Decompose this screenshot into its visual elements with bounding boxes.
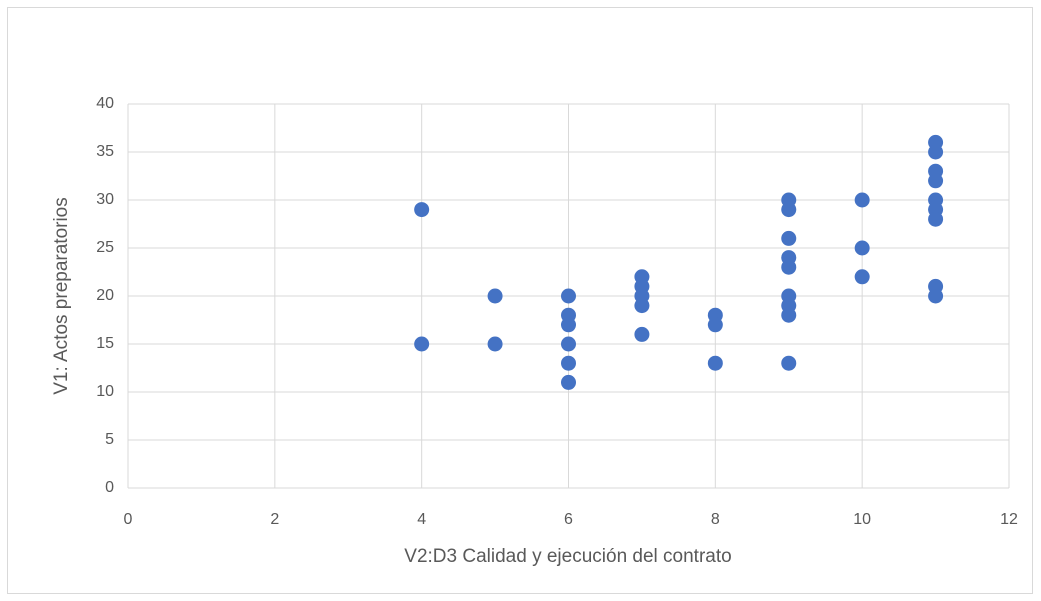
scatter-point xyxy=(928,288,944,304)
scatter-point xyxy=(414,202,430,218)
scatter-point xyxy=(414,336,430,352)
scatter-point xyxy=(561,336,576,352)
scatter-point xyxy=(781,259,797,275)
scatter-point xyxy=(928,211,944,227)
scatter-point xyxy=(561,288,576,304)
x-tick-label: 10 xyxy=(853,511,871,528)
scatter-point xyxy=(561,355,576,371)
x-tick-label: 8 xyxy=(711,511,720,528)
scatter-point xyxy=(707,355,723,371)
y-axis-title: V1: Actos preparatorios xyxy=(51,197,72,395)
y-tick-label: 30 xyxy=(96,191,114,208)
scatter-point xyxy=(487,288,503,304)
x-tick-label: 12 xyxy=(1000,511,1018,528)
scatter-point xyxy=(781,355,797,371)
scatter-point xyxy=(707,317,723,333)
scatter-point xyxy=(854,192,870,208)
x-tick-label: 2 xyxy=(270,511,279,528)
y-tick-label: 25 xyxy=(96,239,114,256)
x-tick-label: 6 xyxy=(564,511,573,528)
scatter-point xyxy=(854,240,870,256)
x-tick-label: 0 xyxy=(124,511,133,528)
y-tick-label: 15 xyxy=(96,335,114,352)
y-tick-label: 40 xyxy=(96,95,114,112)
chart-border xyxy=(7,7,1033,594)
scatter-point xyxy=(561,374,576,390)
x-tick-label: 4 xyxy=(417,511,426,528)
y-tick-label: 20 xyxy=(96,287,114,304)
scatter-point xyxy=(928,144,944,160)
scatter-point xyxy=(854,269,870,285)
scatter-point xyxy=(561,317,576,333)
scatter-point xyxy=(781,230,797,246)
scatter-point xyxy=(634,326,650,342)
scatter-point xyxy=(781,307,797,323)
scatter-point xyxy=(634,298,650,314)
y-tick-label: 35 xyxy=(96,143,114,160)
y-tick-label: 10 xyxy=(96,383,114,400)
scatter-point xyxy=(928,173,944,189)
scatter-point xyxy=(781,202,797,218)
y-tick-label: 5 xyxy=(105,431,114,448)
x-axis-title: V2:D3 Calidad y ejecución del contrato xyxy=(404,546,731,567)
scatter-point xyxy=(487,336,503,352)
y-tick-label: 0 xyxy=(105,479,114,496)
